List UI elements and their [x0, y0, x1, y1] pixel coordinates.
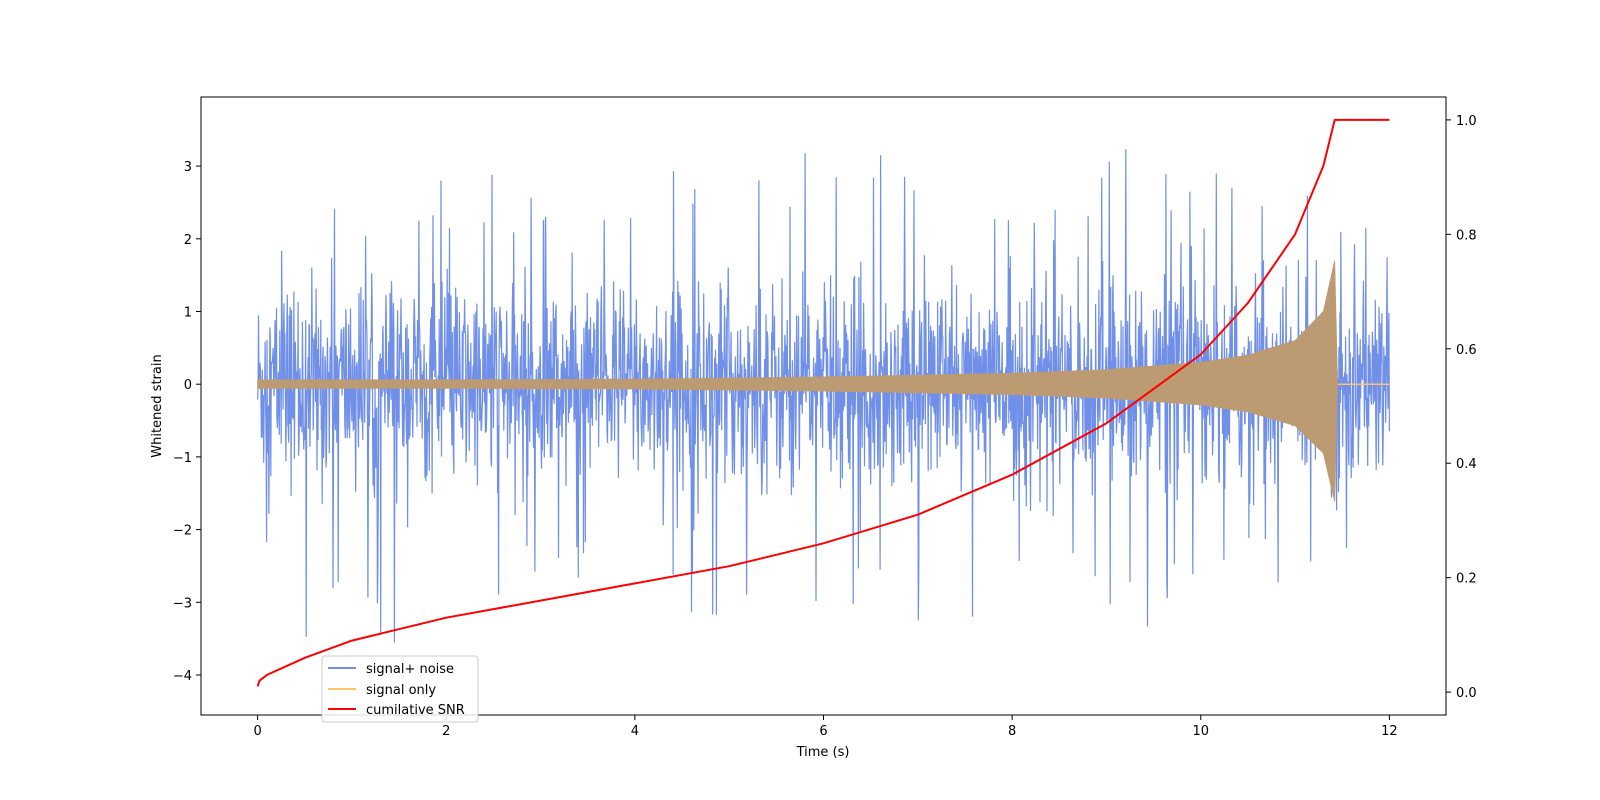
y-tick-label: −4	[173, 669, 192, 684]
legend-label-signal-only: signal only	[366, 683, 436, 698]
x-axis-label: Time (s)	[796, 745, 850, 760]
legend-box	[321, 655, 479, 723]
y-tick-label: −1	[173, 451, 192, 466]
legend: signal+ noise signal only cumilative SNR	[321, 655, 479, 723]
right-y-tick-label: 0.4	[1456, 457, 1477, 472]
y-axis-label: Whitened strain	[150, 354, 165, 457]
series-cumulative-snr-line	[256, 118, 1390, 687]
right-y-tick-label: 0.6	[1456, 343, 1477, 358]
right-y-tick-label: 1.0	[1456, 114, 1477, 129]
x-tick-label: 6	[819, 724, 827, 739]
y-tick-label: 3	[184, 160, 192, 175]
x-tick-label: 12	[1381, 724, 1398, 739]
y-tick-label: −2	[173, 524, 192, 539]
y-tick-label: 2	[184, 233, 192, 248]
legend-label-cumulative-snr: cumilative SNR	[366, 703, 465, 718]
right-y-tick-label: 0.8	[1456, 228, 1477, 243]
y-tick-label: 1	[184, 305, 192, 320]
right-y-axis-ticks: 0.0 0.2 0.4 0.6 0.8 1.0	[1446, 114, 1477, 701]
legend-label-signal-noise: signal+ noise	[366, 662, 454, 677]
x-tick-label: 0	[253, 724, 261, 739]
plot-data-layer	[256, 118, 1390, 687]
y-axis-ticks: −4 −3 −2 −1 0 1 2 3	[173, 160, 201, 684]
y-tick-label: 0	[184, 378, 192, 393]
right-y-tick-label: 0.0	[1456, 686, 1477, 701]
x-tick-label: 10	[1192, 724, 1209, 739]
right-y-tick-label: 0.2	[1456, 572, 1477, 587]
x-axis-ticks: 0 2 4 6 8 10 12	[253, 715, 1398, 739]
x-tick-label: 8	[1008, 724, 1016, 739]
x-tick-label: 2	[442, 724, 450, 739]
y-tick-label: −3	[173, 596, 192, 611]
x-tick-label: 4	[631, 724, 639, 739]
